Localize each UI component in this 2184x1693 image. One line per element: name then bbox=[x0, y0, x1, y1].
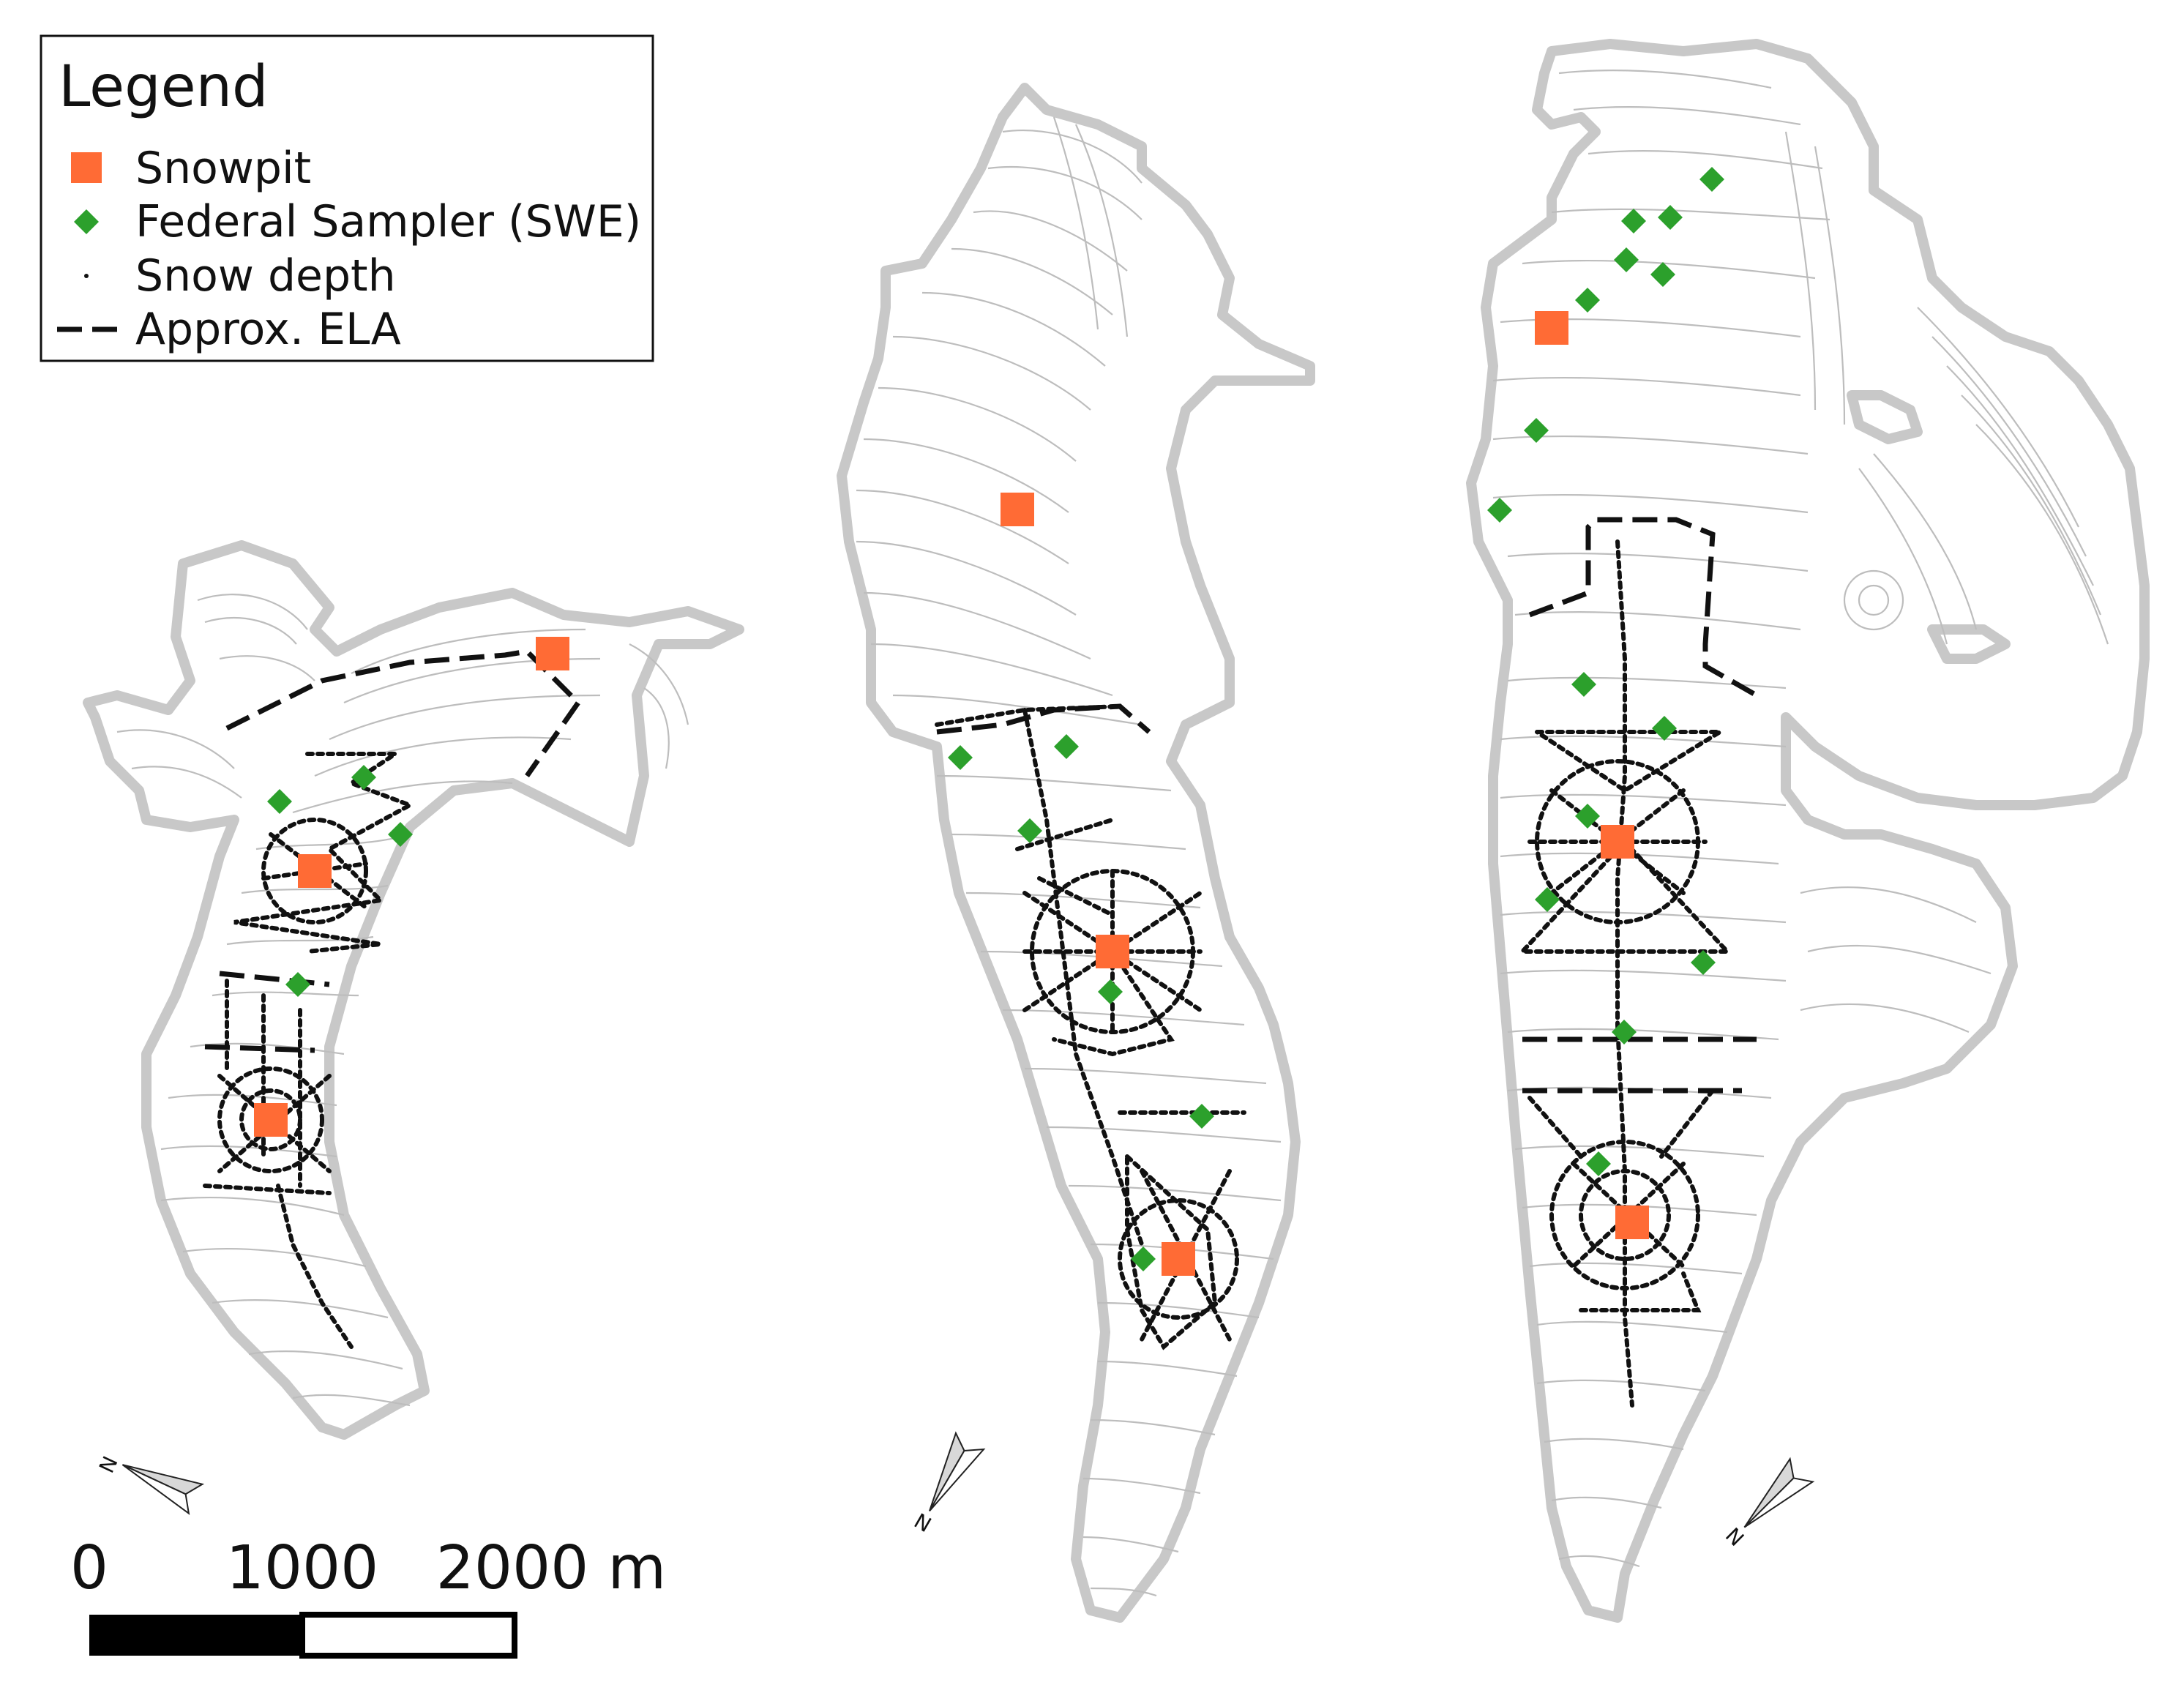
glacier-right-hole bbox=[1847, 390, 1923, 444]
sampler-marker bbox=[1575, 288, 1600, 313]
sampler-marker bbox=[1131, 1247, 1156, 1271]
glacier-right-snow-depth-tracks bbox=[1517, 539, 1732, 1408]
sampler-marker bbox=[1571, 672, 1596, 697]
snowpit-marker bbox=[1535, 311, 1568, 345]
north-arrow-label: N bbox=[94, 1453, 123, 1477]
sampler-marker bbox=[267, 789, 292, 814]
north-arrow-right: N bbox=[1721, 1457, 1815, 1550]
glacier-right-ela bbox=[1522, 517, 1758, 1094]
glacier-right-hole bbox=[1927, 624, 2011, 664]
scale-label-1000: 1000 bbox=[226, 1533, 379, 1603]
legend-snow-depth-icon bbox=[84, 274, 89, 278]
sampler-marker bbox=[1621, 209, 1646, 233]
legend-box bbox=[40, 34, 654, 362]
glacier-right-contours bbox=[1492, 69, 2109, 1568]
glacier-right bbox=[1466, 39, 2150, 1623]
sampler-marker bbox=[1189, 1104, 1214, 1129]
sampler-marker bbox=[388, 822, 413, 847]
glacier-middle-ela bbox=[936, 703, 1151, 735]
scale-bar-white-segment bbox=[299, 1612, 517, 1659]
scale-label-2000: 2000 m bbox=[436, 1533, 667, 1603]
sampler-marker bbox=[1699, 167, 1724, 192]
sampler-marker bbox=[351, 765, 376, 790]
sampler-marker bbox=[1535, 887, 1560, 912]
sampler-marker bbox=[1054, 734, 1079, 759]
legend-label-sampler: Federal Sampler (SWE) bbox=[135, 196, 641, 247]
legend-label-snowpit: Snowpit bbox=[135, 143, 311, 194]
sampler-marker bbox=[1614, 247, 1639, 272]
snowpit-marker bbox=[1601, 825, 1634, 859]
snowpit-marker bbox=[1001, 493, 1034, 526]
north-arrow-middle: N bbox=[910, 1431, 986, 1536]
snowpit-marker bbox=[1615, 1206, 1649, 1239]
scale-label-0: 0 bbox=[70, 1533, 108, 1603]
glacier-left-ela bbox=[204, 649, 582, 1053]
glacier-left-outline bbox=[83, 540, 744, 1440]
snowpit-marker bbox=[536, 637, 569, 670]
sampler-marker bbox=[285, 972, 310, 997]
sampler-marker bbox=[1652, 716, 1677, 741]
legend-title: Legend bbox=[59, 54, 269, 120]
north-arrow-left: N bbox=[94, 1453, 205, 1515]
sampler-marker bbox=[1017, 818, 1042, 843]
north-arrow-icon bbox=[1743, 1477, 1815, 1528]
sampler-marker bbox=[1575, 804, 1600, 829]
sampler-marker bbox=[1612, 1020, 1637, 1044]
legend-sampler-icon bbox=[74, 209, 99, 234]
sampler-marker bbox=[1487, 498, 1512, 523]
sampler-marker bbox=[1691, 950, 1716, 975]
glacier-middle-outline bbox=[837, 83, 1315, 1623]
north-arrow-icon bbox=[121, 1464, 190, 1515]
north-arrow-label: N bbox=[910, 1508, 936, 1536]
snowpit-marker bbox=[1096, 935, 1129, 968]
legend-snowpit-icon bbox=[71, 152, 102, 183]
legend-label-ela: Approx. ELA bbox=[135, 304, 401, 355]
glacier-middle bbox=[837, 83, 1315, 1623]
scale-bar: 0 1000 2000 m bbox=[70, 1533, 667, 1659]
legend-label-snow-depth: Snow depth bbox=[135, 250, 396, 302]
sampler-marker bbox=[1586, 1151, 1611, 1176]
sampler-marker bbox=[1524, 418, 1549, 443]
snowpit-marker bbox=[298, 854, 332, 888]
sampler-marker bbox=[1658, 205, 1683, 230]
glacier-left bbox=[83, 540, 744, 1440]
glacier-left-contours bbox=[116, 594, 689, 1407]
snowpit-marker bbox=[1162, 1242, 1195, 1276]
sampler-marker bbox=[1098, 979, 1123, 1004]
sampler-marker bbox=[1650, 262, 1675, 287]
legend: Legend Snowpit Federal Sampler (SWE) Sno… bbox=[40, 34, 654, 362]
snowpit-marker bbox=[254, 1103, 288, 1137]
sampler-marker bbox=[948, 745, 973, 770]
scale-bar-black-segment bbox=[89, 1615, 302, 1656]
north-arrow-icon bbox=[929, 1448, 986, 1511]
